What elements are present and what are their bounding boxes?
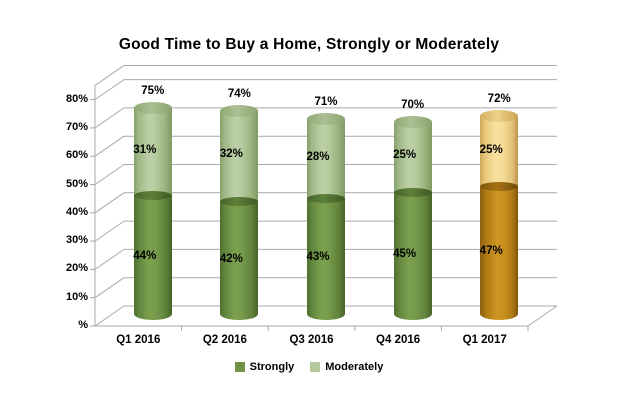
x-axis-label-q1-2016: Q1 2016 <box>116 334 161 346</box>
y-tick-label: 70% <box>65 120 88 133</box>
bar-segment-moderately-q1-2017 <box>480 116 519 187</box>
bar-total-label-q2-2016: 74% <box>227 87 251 100</box>
bar-segment-moderately-q4-2016 <box>393 121 432 193</box>
bar-top-cap-q2-2016 <box>220 104 259 117</box>
bar-segment-moderately-q1-2016 <box>133 107 172 196</box>
legend-swatch-strongly-icon <box>234 362 245 372</box>
bar-top-cap-q3-2016 <box>307 113 345 126</box>
bar-segment-strongly-q4-2016 <box>393 192 432 320</box>
bar-total-label-q1-2017: 72% <box>487 93 511 106</box>
legend-label-strongly: Strongly <box>249 361 295 373</box>
legend-swatch-moderately-icon <box>310 362 321 372</box>
bar-q4-2016 <box>393 121 432 320</box>
bar-total-label-q3-2016: 71% <box>314 96 338 109</box>
y-tick-label: 40% <box>65 205 88 218</box>
chart-legend: Strongly Moderately <box>0 361 618 373</box>
bar-segment-junction-q4-2016 <box>393 188 432 198</box>
x-axis-label-q1-2017: Q1 2017 <box>462 334 507 346</box>
bar-segment-strongly-q1-2017 <box>480 186 519 320</box>
bar-moderately-label-q3-2016: 28% <box>306 150 330 163</box>
bar-segment-strongly-q3-2016 <box>307 198 345 320</box>
y-tick-label: 50% <box>65 177 88 190</box>
bar-q3-2016 <box>307 119 345 320</box>
bar-segment-strongly-q1-2016 <box>133 195 172 320</box>
y-tick-label: 80% <box>65 92 88 105</box>
bar-top-cap-q1-2016 <box>133 101 172 114</box>
bar-segment-junction-q2-2016 <box>220 196 259 206</box>
bar-total-label-q1-2016: 75% <box>141 84 165 97</box>
bar-top-cap-q4-2016 <box>393 115 432 128</box>
y-tick-label: % <box>78 319 88 331</box>
bar-total-label-q4-2016: 70% <box>401 98 425 111</box>
bar-moderately-label-q1-2017: 25% <box>479 143 503 156</box>
bar-segment-junction-q1-2017 <box>480 182 519 192</box>
bar-strongly-label-q4-2016: 45% <box>393 248 417 261</box>
bar-top-cap-q1-2017 <box>480 110 519 123</box>
bar-moderately-label-q1-2016: 31% <box>133 143 157 156</box>
y-tick-label: 20% <box>65 262 88 275</box>
legend-item-strongly: Strongly <box>234 361 295 373</box>
bar-strongly-label-q1-2017: 47% <box>479 245 503 258</box>
y-tick-label: 10% <box>65 290 88 303</box>
bar-strongly-label-q1-2016: 44% <box>133 249 157 262</box>
legend-item-moderately: Moderately <box>310 361 383 373</box>
chart-title: Good Time to Buy a Home, Strongly or Mod… <box>118 36 500 53</box>
bar-segment-junction-q1-2016 <box>133 190 172 200</box>
x-axis-label-q2-2016: Q2 2016 <box>202 334 247 346</box>
bar-segment-moderately-q3-2016 <box>307 119 345 199</box>
bar-q1-2017 <box>480 116 519 320</box>
y-tick-label: 30% <box>65 234 88 247</box>
x-axis-label-q4-2016: Q4 2016 <box>376 334 421 346</box>
bar-segment-moderately-q2-2016 <box>220 110 259 202</box>
legend-label-moderately: Moderately <box>325 361 384 373</box>
bar-strongly-label-q3-2016: 43% <box>306 251 330 264</box>
x-axis-label-q3-2016: Q3 2016 <box>289 334 334 346</box>
bar-moderately-label-q2-2016: 32% <box>219 147 243 160</box>
bar-segment-strongly-q2-2016 <box>220 201 259 320</box>
bar-q2-2016 <box>220 110 259 320</box>
bar-q1-2016 <box>133 107 172 320</box>
bar-strongly-label-q2-2016: 42% <box>219 252 243 265</box>
bar-moderately-label-q4-2016: 25% <box>393 149 417 162</box>
y-tick-label: 60% <box>65 149 88 162</box>
bar-segment-junction-q3-2016 <box>307 193 345 203</box>
